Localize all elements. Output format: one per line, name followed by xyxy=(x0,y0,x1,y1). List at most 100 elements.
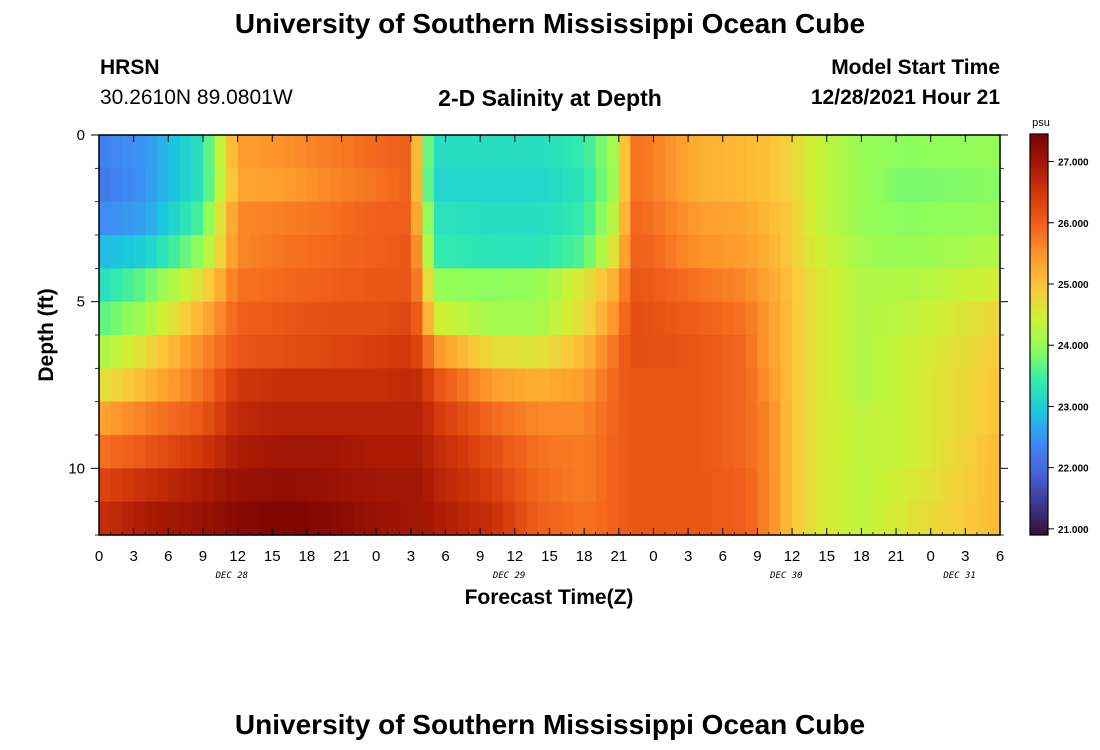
heatmap-cell xyxy=(861,201,874,236)
heatmap-cell xyxy=(618,368,631,403)
heatmap-cell xyxy=(156,335,169,369)
heatmap-cell xyxy=(561,235,574,269)
heatmap-cell xyxy=(584,135,597,169)
x-tick-label: 21 xyxy=(888,548,905,565)
heatmap-cell xyxy=(376,435,389,469)
heatmap-cell xyxy=(861,401,874,436)
heatmap-cell xyxy=(445,301,458,336)
heatmap-cell xyxy=(202,368,216,403)
heatmap-cell xyxy=(826,268,839,303)
heatmap-cell xyxy=(780,468,793,503)
heatmap-cell xyxy=(110,501,123,536)
heatmap-cell xyxy=(734,468,747,503)
heatmap-cell xyxy=(445,468,458,503)
heatmap-cell xyxy=(884,501,897,536)
heatmap-cell xyxy=(942,168,955,203)
heatmap-cell xyxy=(930,301,943,336)
heatmap-cell xyxy=(688,335,701,369)
heatmap-cell xyxy=(665,368,678,403)
heatmap-cell xyxy=(145,268,158,303)
heatmap-cell xyxy=(757,168,770,203)
heatmap-cell xyxy=(283,435,296,469)
heatmap-cell xyxy=(988,235,1001,269)
heatmap-cell xyxy=(214,268,227,303)
heatmap-cell xyxy=(168,235,181,269)
heatmap-cell xyxy=(572,435,585,469)
heatmap-cell xyxy=(803,301,816,336)
heatmap-cell xyxy=(214,368,227,403)
heatmap-cell xyxy=(618,501,631,536)
heatmap-cell xyxy=(457,201,470,236)
heatmap-cell xyxy=(249,201,262,236)
heatmap-cell xyxy=(122,501,135,536)
x-tick-label: 3 xyxy=(684,548,692,565)
heatmap-cell xyxy=(711,335,724,369)
heatmap-cell xyxy=(884,135,897,169)
heatmap-cell xyxy=(445,501,458,536)
heatmap-cell xyxy=(468,235,481,269)
heatmap-cell xyxy=(179,135,193,169)
heatmap-cell xyxy=(226,268,239,303)
heatmap-cell xyxy=(722,435,735,469)
heatmap-cell xyxy=(907,268,920,303)
heatmap-cell xyxy=(572,468,585,503)
heatmap-cell xyxy=(283,135,296,169)
heatmap-cell xyxy=(514,368,527,403)
heatmap-cell xyxy=(491,368,504,403)
heatmap-cell xyxy=(988,468,1001,503)
heatmap-cell xyxy=(110,335,123,369)
heatmap-cell xyxy=(595,301,608,336)
heatmap-cell xyxy=(480,468,493,503)
heatmap-cell xyxy=(734,301,747,336)
heatmap-cell xyxy=(168,301,181,336)
heatmap-cell xyxy=(745,235,759,269)
heatmap-cell xyxy=(792,235,805,269)
heatmap-cell xyxy=(480,268,493,303)
heatmap-cell xyxy=(214,135,227,169)
heatmap-cell xyxy=(156,135,169,169)
heatmap-cell xyxy=(445,135,458,169)
heatmap-cell xyxy=(665,468,678,503)
heatmap-cell xyxy=(468,301,481,336)
heatmap-cell xyxy=(618,235,631,269)
heatmap-cell xyxy=(757,335,770,369)
heatmap-cell xyxy=(722,401,735,436)
heatmap-cell xyxy=(641,401,655,436)
heatmap-cell xyxy=(711,268,724,303)
heatmap-cell xyxy=(976,335,990,369)
heatmap-cell xyxy=(942,468,955,503)
heatmap-cell xyxy=(480,168,493,203)
heatmap-cell xyxy=(480,235,493,269)
heatmap-cell xyxy=(849,268,862,303)
heatmap-cell xyxy=(953,268,966,303)
heatmap-cell xyxy=(260,468,273,503)
heatmap-cell xyxy=(849,201,862,236)
heatmap-cell xyxy=(145,301,158,336)
heatmap-cell xyxy=(399,168,412,203)
heatmap-cell xyxy=(665,301,678,336)
heatmap-cell xyxy=(226,501,239,536)
heatmap-cell xyxy=(641,201,655,236)
heatmap-cell xyxy=(549,201,562,236)
heatmap-cell xyxy=(803,235,816,269)
heatmap-cell xyxy=(942,301,955,336)
heatmap-cell xyxy=(976,235,990,269)
heatmap-cell xyxy=(907,235,920,269)
heatmap-cell xyxy=(468,168,481,203)
heatmap-cell xyxy=(757,435,770,469)
heatmap-cell xyxy=(965,435,978,469)
heatmap-cell xyxy=(410,135,424,169)
heatmap-cell xyxy=(630,301,643,336)
heatmap-cell xyxy=(930,501,943,536)
heatmap-cell xyxy=(688,168,701,203)
heatmap-cell xyxy=(792,501,805,536)
heatmap-cell xyxy=(572,301,585,336)
heatmap-cell xyxy=(734,401,747,436)
heatmap-cell xyxy=(457,168,470,203)
heatmap-cell xyxy=(549,368,562,403)
heatmap-cell xyxy=(838,201,851,236)
heatmap-cell xyxy=(341,268,354,303)
heatmap-cell xyxy=(826,468,839,503)
heatmap-cell xyxy=(283,401,296,436)
heatmap-cell xyxy=(272,235,285,269)
